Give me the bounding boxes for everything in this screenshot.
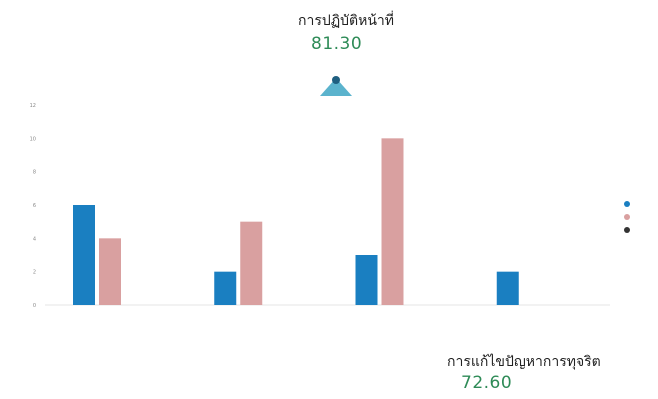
y-tick-label: 12 (30, 103, 36, 109)
bar (381, 138, 404, 305)
bar (73, 205, 95, 305)
bottom-score-value: 72.60 (461, 373, 513, 393)
y-tick-label: 2 (33, 270, 36, 276)
y-tick-label: 0 (33, 303, 36, 309)
bar (214, 271, 237, 305)
bar (496, 271, 519, 305)
y-tick-label: 8 (33, 170, 36, 176)
legend-swatch (624, 200, 630, 207)
y-tick-label: 4 (33, 236, 36, 242)
legend-item (624, 197, 658, 210)
chart-legend (624, 197, 658, 236)
top-score-title: การปฏิบัติหน้าที่ (298, 13, 395, 29)
bar (240, 221, 263, 305)
top-score-value: 81.30 (311, 34, 363, 54)
legend-swatch (624, 226, 630, 233)
bar (99, 238, 121, 305)
y-tick-label: 10 (30, 136, 36, 142)
bar-chart: 0 2 4 6 8 10 12 (30, 103, 610, 309)
legend-swatch (624, 213, 630, 220)
legend-item (624, 210, 658, 223)
bottom-score-title: การแก้ไขปัญหาการทุจริต (447, 354, 601, 370)
legend-item (624, 223, 658, 236)
y-tick-label: 6 (33, 203, 36, 209)
bar (355, 255, 378, 305)
radar-peak-shape (320, 76, 352, 96)
